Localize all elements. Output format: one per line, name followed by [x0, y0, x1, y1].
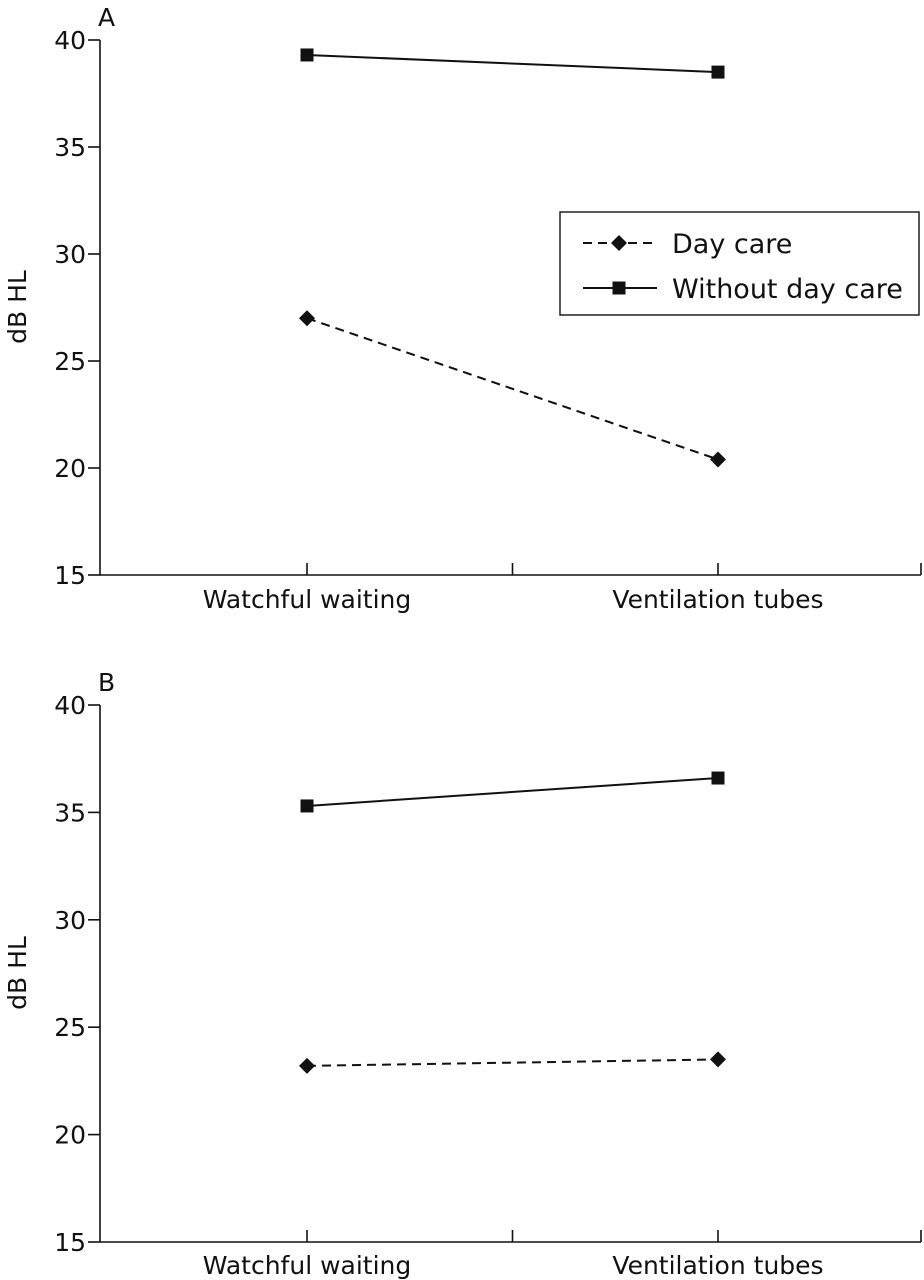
series-line [306, 777, 719, 807]
y-axis-title: dB HL [3, 270, 32, 344]
series-line [306, 1058, 719, 1067]
data-point-square [711, 771, 725, 785]
data-point-square [300, 48, 314, 62]
y-tick-label: 40 [54, 691, 86, 720]
panel-letter: B [98, 668, 115, 697]
data-point-square [300, 799, 314, 813]
y-tick-label: 15 [54, 1228, 86, 1257]
data-point-diamond [710, 451, 726, 468]
legend-box [559, 211, 920, 316]
y-tick-label: 25 [54, 1013, 86, 1042]
data-point-diamond [710, 1051, 726, 1068]
x-category-label: Watchful waiting [203, 1251, 412, 1280]
data-point-diamond [299, 1057, 315, 1074]
y-tick-label: 35 [54, 133, 86, 162]
x-category-label: Watchful waiting [203, 585, 412, 614]
y-tick-label: 40 [54, 26, 86, 55]
y-tick-label: 20 [54, 454, 86, 483]
data-point-square [711, 65, 725, 79]
panel-letter: A [98, 3, 115, 32]
legend: Day care Without day care [559, 211, 920, 316]
y-tick-label: 25 [54, 347, 86, 376]
series-line [306, 53, 719, 74]
y-tick-label: 35 [54, 798, 86, 827]
panel-b: BdB HL 15 20 25 30 35 40 Watchful waiting Ventil… [3, 668, 922, 1280]
y-tick-label: 15 [54, 561, 86, 590]
legend-label: Without day care [672, 274, 903, 305]
y-tick-label: 20 [54, 1121, 86, 1150]
legend-label: Day care [672, 229, 792, 260]
x-category-label: Ventilation tubes [612, 1251, 823, 1280]
legend-marker-diamond [611, 235, 627, 251]
legend-marker-square [612, 281, 626, 295]
panel-a: AdB HL 15 20 25 30 35 40 Watchful waiting Ventil… [3, 3, 922, 614]
y-tick-label: 30 [54, 240, 86, 269]
data-point-diamond [299, 310, 315, 327]
y-tick-label: 30 [54, 906, 86, 935]
series-line [306, 317, 719, 461]
y-axis-title: dB HL [3, 936, 32, 1010]
x-category-label: Ventilation tubes [612, 585, 823, 614]
